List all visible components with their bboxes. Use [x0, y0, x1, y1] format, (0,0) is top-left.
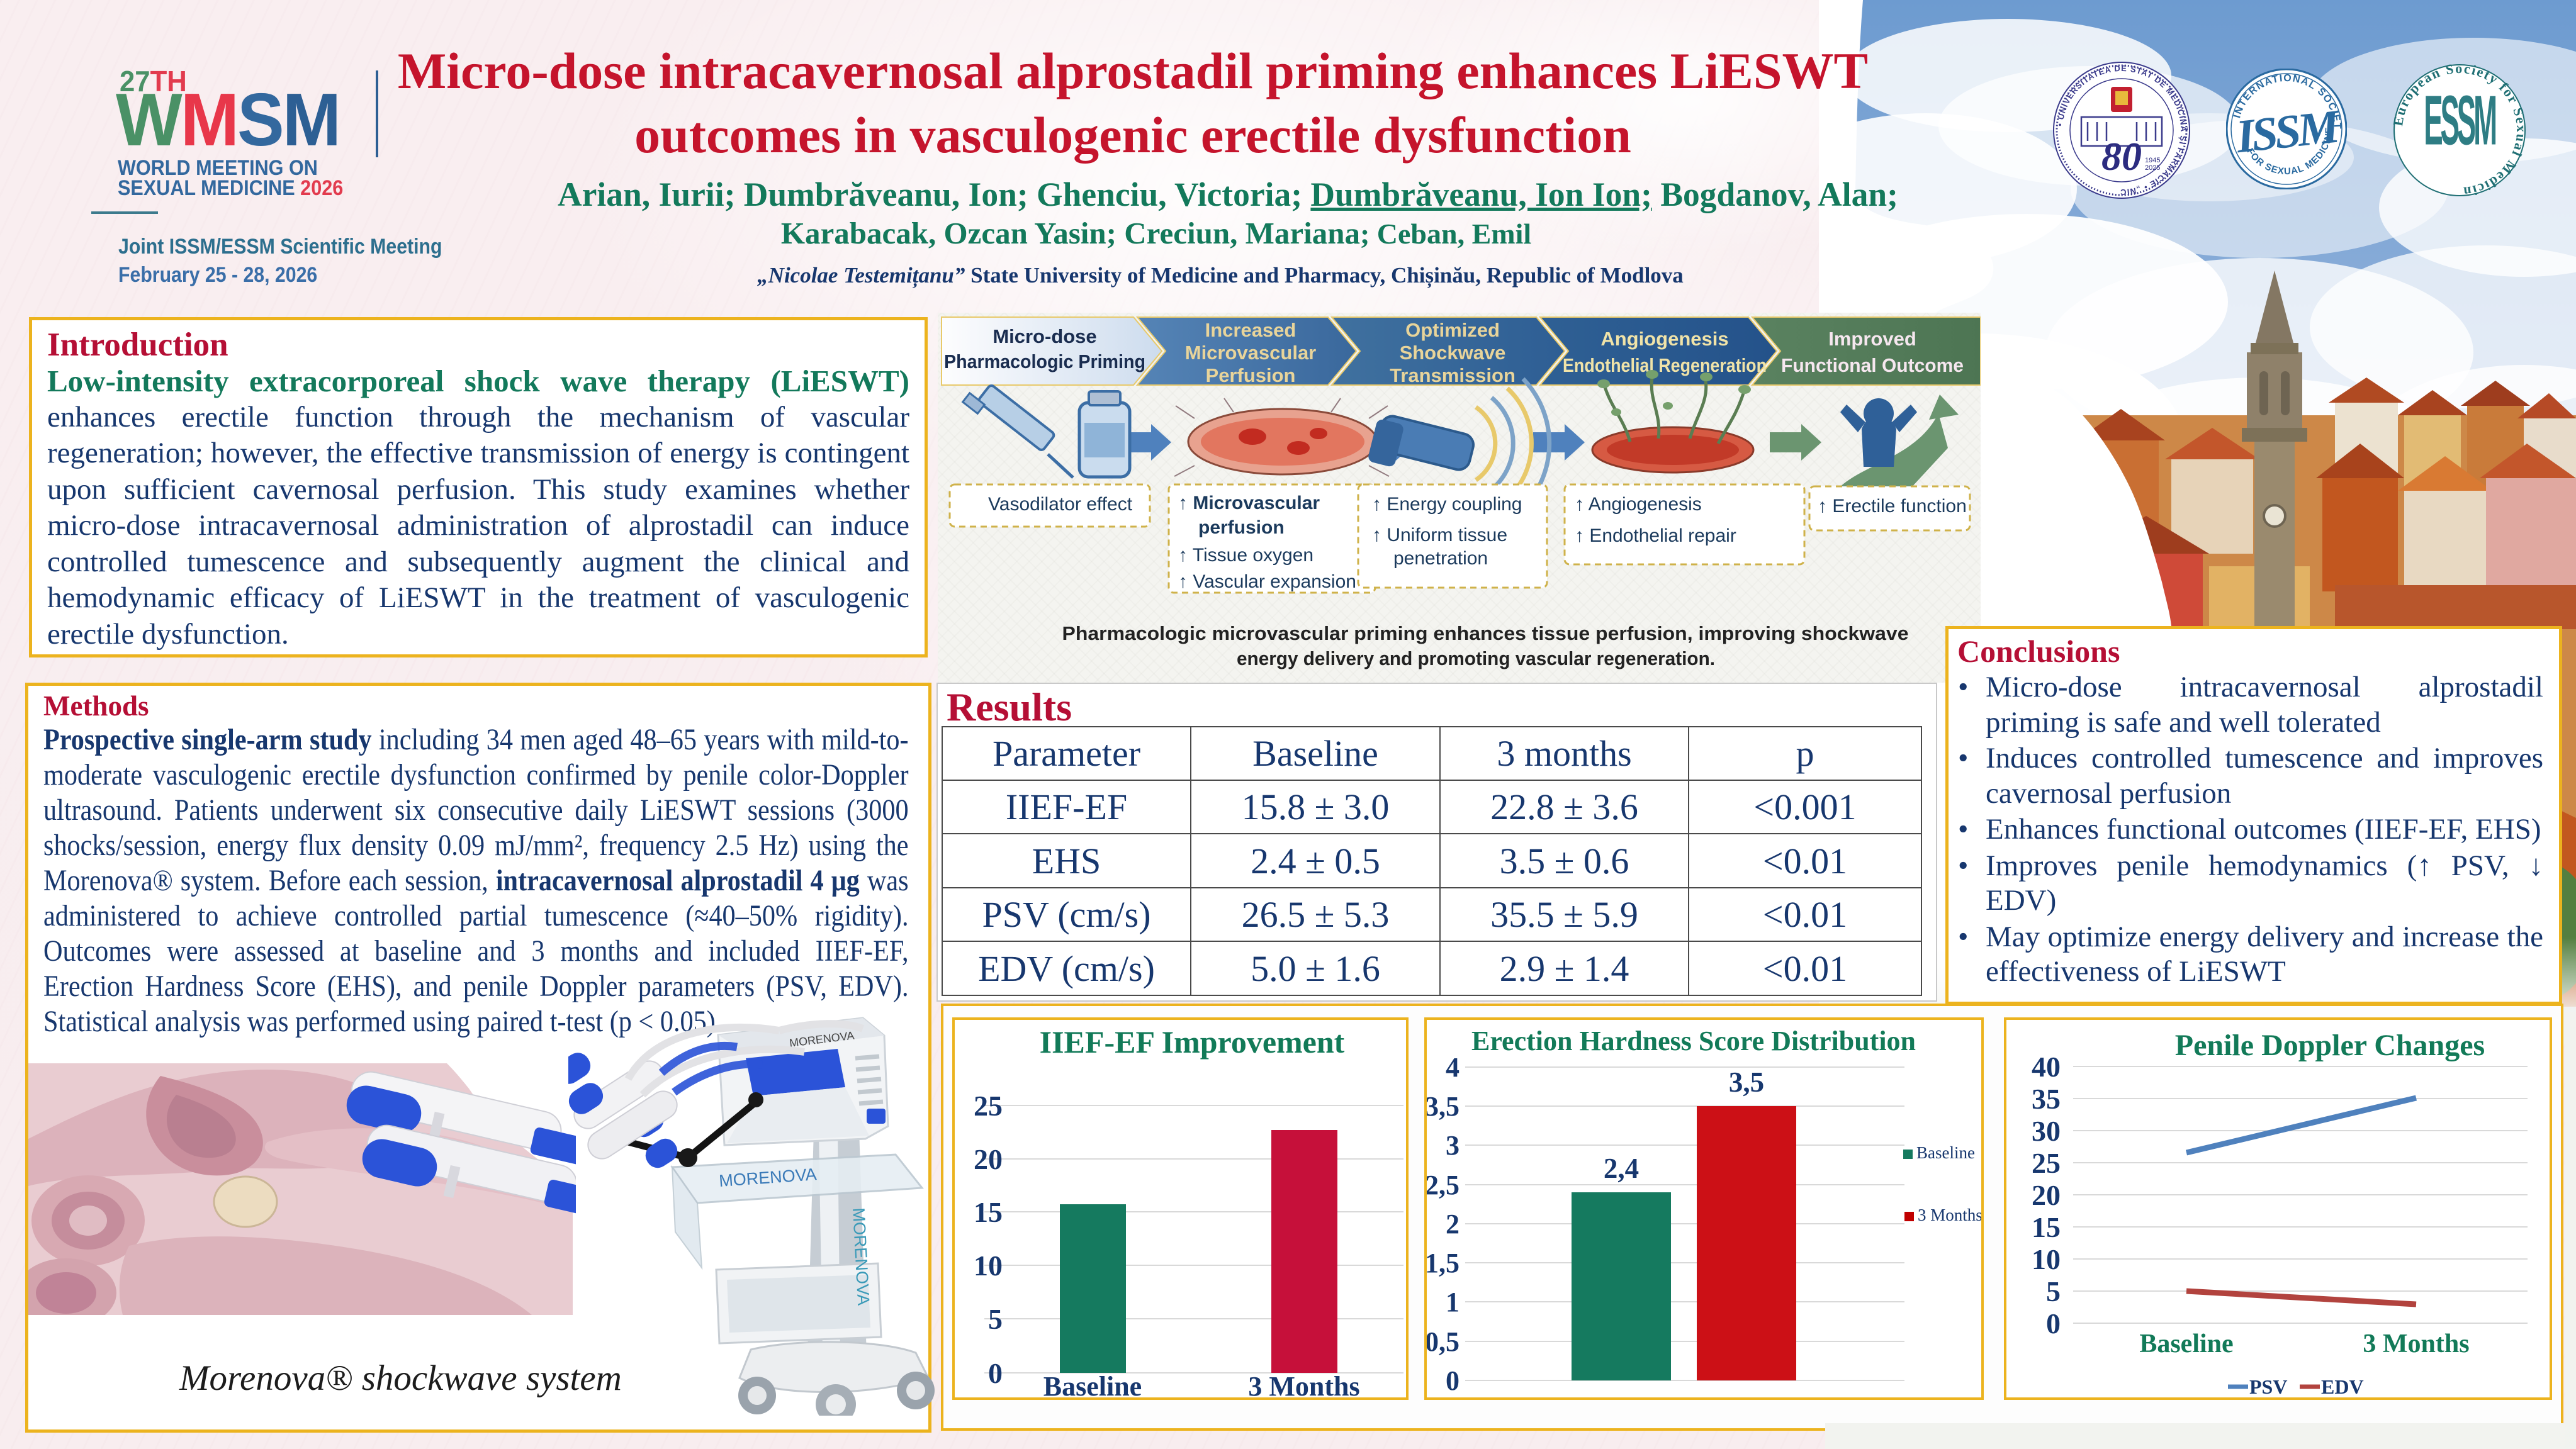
svg-text:Micro-dose: Micro-dose: [993, 325, 1096, 347]
svg-text:Microvascular: Microvascular: [1185, 342, 1317, 364]
svg-text:Improved: Improved: [1828, 328, 1916, 350]
svg-text:20: 20: [974, 1143, 1003, 1175]
svg-text:20: 20: [2032, 1179, 2061, 1211]
svg-text:2025: 2025: [2145, 164, 2160, 172]
svg-text:0,5: 0,5: [1427, 1326, 1460, 1357]
svg-text:2,4: 2,4: [1604, 1153, 1639, 1184]
svg-text:1945: 1945: [2145, 157, 2160, 164]
svg-text:EDV: EDV: [2321, 1375, 2364, 1397]
svg-text:↑ Endothelial repair: ↑ Endothelial repair: [1575, 525, 1736, 546]
svg-text:15: 15: [2032, 1211, 2061, 1243]
svg-text:10: 10: [974, 1250, 1003, 1282]
svg-text:25: 25: [2032, 1147, 2061, 1179]
svg-text:80: 80: [2101, 134, 2142, 179]
svg-text:35: 35: [2032, 1083, 2061, 1115]
svg-text:15: 15: [974, 1196, 1003, 1228]
svg-text:Perfusion: Perfusion: [1206, 364, 1296, 386]
svg-text:1,5: 1,5: [1427, 1248, 1460, 1278]
svg-text:25: 25: [974, 1090, 1003, 1122]
svg-text:3 Months: 3 Months: [1248, 1371, 1359, 1397]
svg-text:Functional Outcome: Functional Outcome: [1781, 354, 1964, 376]
svg-text:energy delivery and promoting: energy delivery and promoting vascular r…: [1237, 647, 1715, 669]
svg-text:0: 0: [988, 1357, 1003, 1389]
svg-text:5: 5: [988, 1303, 1003, 1335]
svg-text:Pharmacologic microvascular pr: Pharmacologic microvascular priming enha…: [1062, 622, 1909, 644]
svg-text:0: 0: [2046, 1307, 2061, 1340]
svg-text:↑ Vascular expansion: ↑ Vascular expansion: [1178, 571, 1356, 592]
svg-text:3,5: 3,5: [1729, 1066, 1764, 1098]
svg-text:40: 40: [2032, 1051, 2061, 1083]
svg-text:ESSM: ESSM: [2424, 81, 2495, 159]
svg-text:Erection Hardness Score Distri: Erection Hardness Score Distribution: [1471, 1026, 1916, 1056]
svg-text:Baseline: Baseline: [1043, 1371, 1142, 1397]
svg-text:Increased: Increased: [1205, 319, 1296, 341]
svg-text:↑ Angiogenesis: ↑ Angiogenesis: [1575, 494, 1702, 515]
svg-text:1: 1: [1446, 1287, 1460, 1318]
svg-text:↑ Erectile function: ↑ Erectile function: [1818, 496, 1967, 517]
svg-text:PSV: PSV: [2249, 1375, 2287, 1397]
svg-text:2: 2: [1446, 1209, 1460, 1239]
svg-text:Baseline: Baseline: [1916, 1143, 1975, 1162]
svg-text:penetration: penetration: [1393, 548, 1488, 569]
svg-text:10: 10: [2032, 1243, 2061, 1275]
svg-text:3 Months: 3 Months: [2363, 1329, 2469, 1358]
svg-text:Optimized: Optimized: [1405, 319, 1500, 341]
svg-text:3: 3: [1446, 1130, 1460, 1161]
svg-text:Baseline: Baseline: [2139, 1329, 2233, 1358]
svg-text:Endothelial Regeneration: Endothelial Regeneration: [1563, 354, 1767, 376]
svg-text:↑ Uniform tissue: ↑ Uniform tissue: [1372, 525, 1507, 545]
svg-text:3,5: 3,5: [1427, 1091, 1460, 1122]
svg-text:3 Months: 3 Months: [1918, 1206, 1981, 1224]
svg-text:↑ Microvascular: ↑ Microvascular: [1178, 493, 1320, 513]
svg-text:0: 0: [1446, 1365, 1460, 1396]
svg-text:IIEF-EF Improvement: IIEF-EF Improvement: [1040, 1024, 1345, 1060]
svg-text:2,5: 2,5: [1427, 1170, 1460, 1200]
svg-text:perfusion: perfusion: [1198, 517, 1285, 538]
svg-text:ISSM: ISSM: [2233, 100, 2343, 163]
svg-text:30: 30: [2032, 1115, 2061, 1147]
svg-text:4: 4: [1446, 1052, 1460, 1083]
svg-text:Penile Doppler Changes: Penile Doppler Changes: [2175, 1029, 2485, 1062]
svg-text:Angiogenesis: Angiogenesis: [1600, 328, 1728, 350]
svg-text:↑ Tissue oxygen: ↑ Tissue oxygen: [1178, 545, 1313, 566]
svg-text:Vasodilator effect: Vasodilator effect: [988, 494, 1133, 515]
svg-text:Pharmacologic Priming: Pharmacologic Priming: [944, 350, 1145, 372]
svg-text:5: 5: [2046, 1275, 2061, 1307]
svg-text:Shockwave: Shockwave: [1400, 342, 1506, 364]
svg-text:Transmission: Transmission: [1390, 364, 1516, 386]
svg-text:↑ Energy coupling: ↑ Energy coupling: [1372, 494, 1522, 515]
